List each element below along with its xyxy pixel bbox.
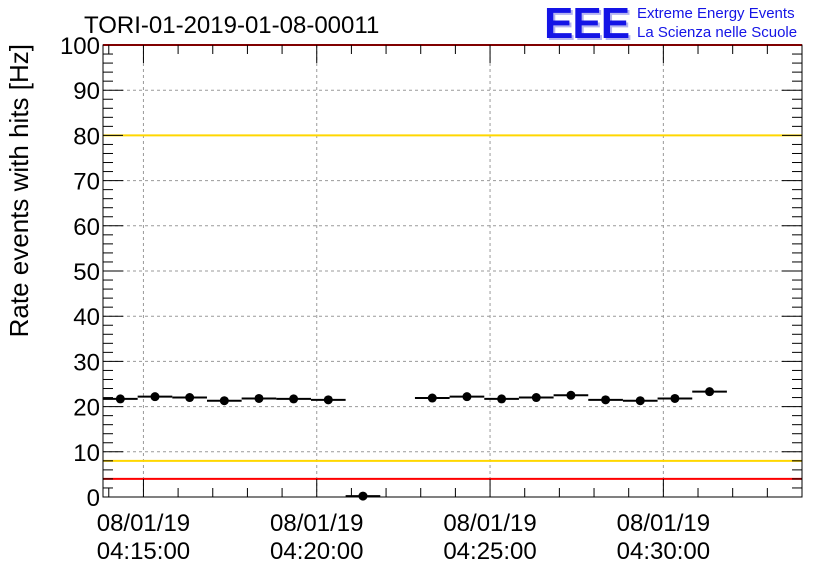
y-axis-label: Rate events with hits [Hz] xyxy=(4,44,34,337)
logo-line-2: La Scienza nelle Scuole xyxy=(637,24,798,41)
data-point xyxy=(566,390,576,400)
y-tick-label: 60 xyxy=(73,214,100,241)
y-tick-label: 20 xyxy=(73,395,100,422)
y-tick-label: 80 xyxy=(73,123,100,150)
logo-line-1: Extreme Energy Events xyxy=(637,5,795,22)
data-point xyxy=(323,395,333,405)
data-point xyxy=(531,393,541,403)
x-tick-label-time: 04:20:00 xyxy=(270,538,363,565)
y-tick-label: 50 xyxy=(73,259,100,286)
y-tick-label: 100 xyxy=(60,33,100,60)
data-point xyxy=(462,392,472,402)
eee-logo-mark: EEE xyxy=(544,0,630,48)
data-point xyxy=(601,395,611,405)
data-points xyxy=(103,387,727,501)
data-point xyxy=(219,396,229,406)
x-tick-label-time: 04:30:00 xyxy=(617,538,710,565)
x-tick-label-date: 08/01/19 xyxy=(270,510,363,537)
data-point xyxy=(497,394,507,404)
data-point xyxy=(185,393,195,403)
x-tick-label-time: 04:25:00 xyxy=(443,538,536,565)
data-point xyxy=(115,394,125,404)
y-tick-label: 40 xyxy=(73,304,100,331)
grid-lines xyxy=(103,45,802,497)
eee-logo: EEE Extreme Energy Events La Scienza nel… xyxy=(544,2,834,46)
y-tick-labels: 0 10 20 30 40 50 60 70 80 90 100 xyxy=(60,33,100,512)
x-tick-label-date: 08/01/19 xyxy=(617,510,710,537)
chart-title: TORI-01-2019-01-08-00011 xyxy=(84,12,379,39)
axis-ticks xyxy=(103,44,803,498)
x-tick-label-time: 04:15:00 xyxy=(97,538,190,565)
reference-lines xyxy=(103,44,802,480)
data-point xyxy=(254,393,264,403)
x-tick-label-date: 08/01/19 xyxy=(97,510,190,537)
data-point xyxy=(635,396,645,406)
data-point xyxy=(705,387,715,397)
y-tick-label: 10 xyxy=(73,440,100,467)
y-tick-label: 90 xyxy=(73,78,100,105)
data-point xyxy=(358,491,368,501)
data-point xyxy=(150,392,160,402)
x-tick-label-date: 08/01/19 xyxy=(443,510,536,537)
y-tick-label: 30 xyxy=(73,349,100,376)
data-point xyxy=(289,394,299,404)
y-tick-label: 0 xyxy=(87,485,100,512)
data-point xyxy=(427,393,437,403)
y-tick-label: 70 xyxy=(73,169,100,196)
data-point xyxy=(670,393,680,403)
x-tick-labels: 08/01/1904:15:0008/01/1904:20:0008/01/19… xyxy=(97,510,710,565)
